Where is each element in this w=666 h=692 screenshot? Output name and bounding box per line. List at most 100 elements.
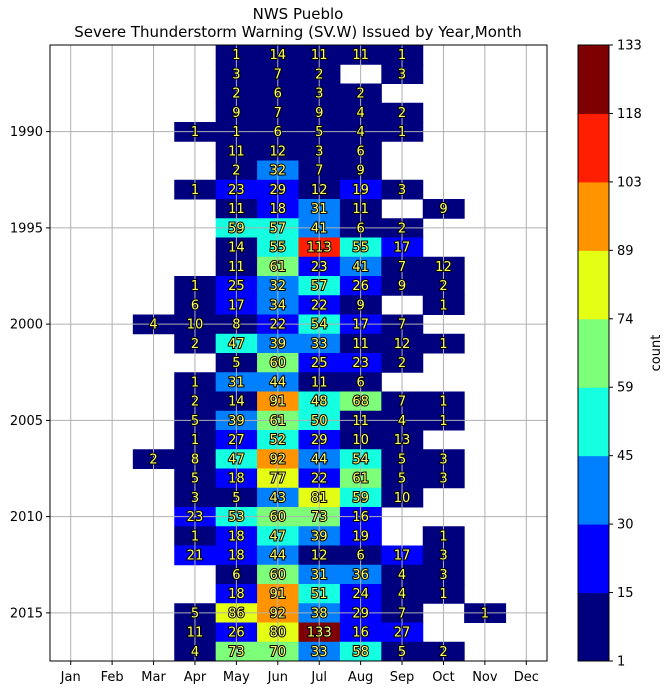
cell-value-label: 59	[352, 491, 369, 506]
cell-value-label: 12	[311, 183, 328, 198]
cell-value-label: 18	[228, 587, 245, 602]
cell-value-label: 91	[270, 587, 287, 602]
cell-value-label: 47	[228, 337, 245, 352]
cell-value-label: 2	[439, 279, 447, 294]
y-tick-label: 1990	[10, 125, 43, 140]
y-tick-label: 1995	[10, 221, 43, 236]
cell-value-label: 1	[191, 279, 199, 294]
cell-value-label: 32	[270, 164, 287, 179]
cell-value-label: 7	[398, 606, 406, 621]
colorbar-segment	[578, 455, 609, 525]
cell-value-label: 2	[191, 395, 199, 410]
cell-value-label: 34	[270, 298, 287, 313]
x-tick-label: May	[223, 670, 250, 685]
cell-value-label: 1	[191, 375, 199, 390]
cell-value-label: 17	[352, 318, 369, 333]
colorbar-segment	[578, 250, 609, 320]
cell-value-label: 1	[439, 337, 447, 352]
cell-value-label: 11	[352, 337, 369, 352]
cell-value-label: 2	[315, 67, 323, 82]
y-tick-label: 2010	[10, 510, 43, 525]
cell-value-label: 39	[311, 529, 328, 544]
cell-value-label: 2	[439, 645, 447, 660]
cell-value-label: 14	[270, 48, 287, 63]
cell-value-label: 58	[352, 645, 369, 660]
cell-value-label: 24	[352, 587, 369, 602]
cell-value-label: 2	[356, 87, 364, 102]
colorbar-tick-label: 133	[617, 39, 642, 54]
colorbar-label: count	[649, 335, 664, 372]
y-tick-label: 2000	[10, 318, 43, 333]
colorbar-tick-label: 30	[617, 518, 634, 533]
chart-title: NWS Pueblo	[253, 5, 344, 23]
cell-value-label: 2	[398, 356, 406, 371]
cell-value-label: 27	[228, 433, 245, 448]
cell-value-label: 8	[191, 452, 199, 467]
cell-value-label: 11	[311, 375, 328, 390]
x-tick-label: Mar	[141, 670, 166, 685]
cell-labels: 1 14 11 11 13 7 2 32 6 3 29 7 9 4 21 1 6 5 4 111 12 3 62 32 7 91 2…	[148, 47, 490, 661]
cell-value-label: 1	[191, 183, 199, 198]
cell-value-label: 44	[270, 549, 287, 564]
cell-value-label: 68	[352, 395, 369, 410]
cell-value-label: 16	[352, 626, 369, 641]
y-tick-label: 2005	[10, 414, 43, 429]
cell-value-label: 5	[232, 356, 240, 371]
cell-value-label: 60	[270, 356, 287, 371]
cell-value-label: 26	[352, 279, 369, 294]
x-tick-label: Dec	[514, 670, 539, 685]
cell-value-label: 41	[352, 260, 369, 275]
cell-value-label: 29	[352, 606, 369, 621]
cell-value-label: 2	[398, 221, 406, 236]
cell-value-label: 3	[232, 67, 240, 82]
x-tick-label: Feb	[101, 670, 124, 685]
colorbar-tick-label: 59	[617, 381, 634, 396]
cell-value-label: 23	[187, 510, 204, 525]
cell-value-label: 81	[311, 491, 328, 506]
cell-value-label: 6	[274, 125, 282, 140]
cell-value-label: 26	[228, 626, 245, 641]
cell-value-label: 19	[352, 183, 369, 198]
cell-value-label: 54	[352, 452, 369, 467]
cell-value-label: 86	[228, 606, 245, 621]
cell-value-label: 3	[315, 87, 323, 102]
cell-value-label: 7	[315, 164, 323, 179]
cell-value-label: 4	[398, 568, 406, 583]
cell-value-label: 31	[311, 202, 328, 217]
cell-value-label: 1	[439, 529, 447, 544]
cell-value-label: 3	[439, 472, 447, 487]
colorbar-frame	[577, 44, 610, 662]
cell-value-label: 23	[352, 356, 369, 371]
cell-value-label: 3	[439, 452, 447, 467]
cell-value-label: 5	[191, 606, 199, 621]
cell-value-label: 18	[228, 549, 245, 564]
cell-value-label: 11	[311, 48, 328, 63]
cell-value-label: 3	[398, 183, 406, 198]
cell-value-label: 133	[307, 626, 332, 641]
cell-value-label: 7	[398, 318, 406, 333]
cell-value-label: 2	[398, 106, 406, 121]
cell-value-label: 3	[315, 144, 323, 159]
cell-value-label: 51	[311, 587, 328, 602]
cell-value-label: 9	[398, 279, 406, 294]
colorbar-segment	[578, 181, 609, 251]
cell-value-label: 2	[191, 337, 199, 352]
cell-value-label: 31	[228, 375, 245, 390]
cell-value-label: 25	[311, 356, 328, 371]
cell-value-label: 57	[311, 279, 328, 294]
cell-value-label: 54	[311, 318, 328, 333]
cell-value-label: 60	[270, 510, 287, 525]
cell-value-label: 6	[232, 568, 240, 583]
cell-value-label: 10	[394, 491, 411, 506]
cell-value-label: 44	[270, 375, 287, 390]
cell-value-label: 55	[352, 241, 369, 256]
cell-value-label: 6	[274, 87, 282, 102]
colorbar-segment	[578, 45, 609, 114]
cell-value-label: 23	[311, 260, 328, 275]
x-tick-label: Aug	[348, 670, 373, 685]
cell-value-label: 3	[398, 67, 406, 82]
cell-value-label: 1	[398, 125, 406, 140]
cell-value-label: 4	[398, 587, 406, 602]
cell-value-label: 41	[311, 221, 328, 236]
cell-value-label: 29	[270, 183, 287, 198]
